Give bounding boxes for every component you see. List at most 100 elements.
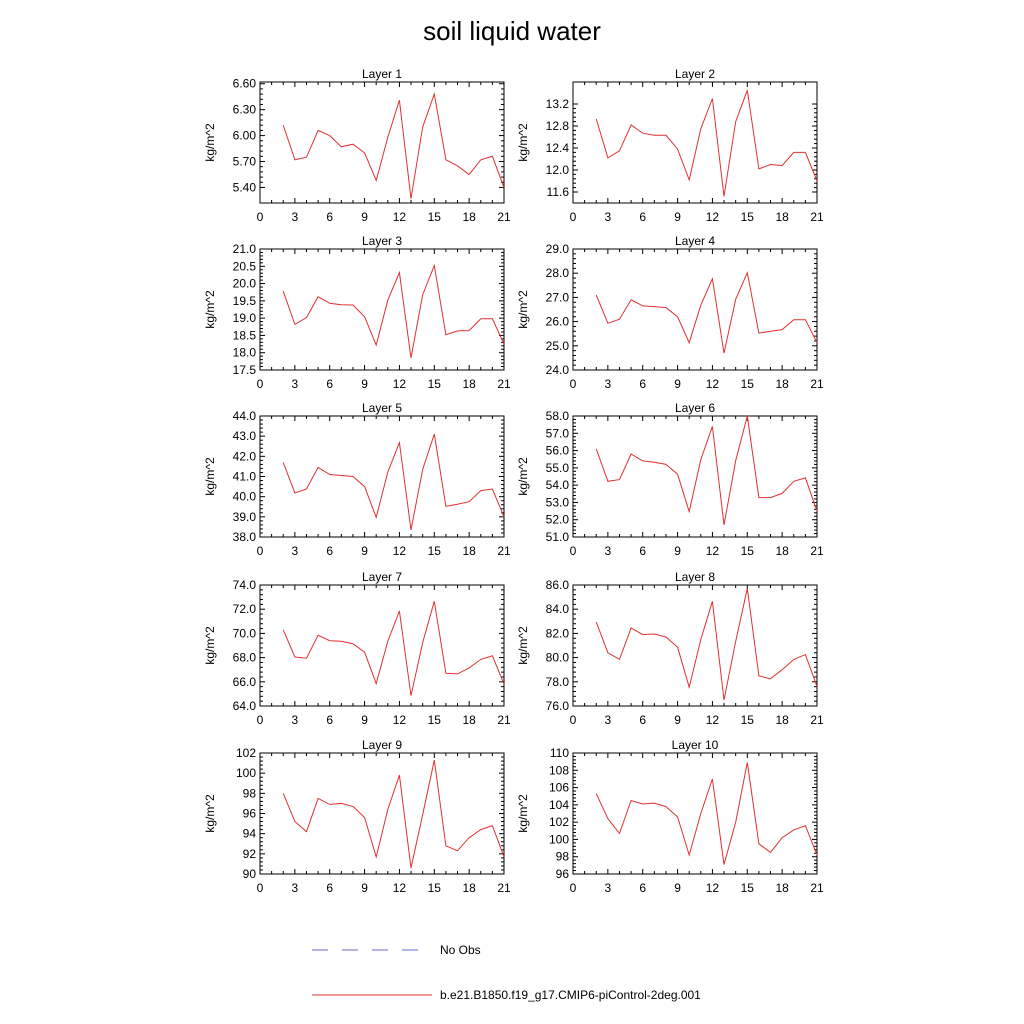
x-tick-label: 18 <box>775 210 789 224</box>
chart-panel-1: Layer 1 0 3 6 9 12 15 18 21 5.40 5.70 6.00 6.30 6.60 k… <box>203 67 511 224</box>
x-tick-label: 3 <box>605 377 612 391</box>
legend-item-model: b.e21.B1850.f19_g17.CMIP6-piControl-2deg… <box>312 988 701 1002</box>
series-line <box>595 90 818 197</box>
y-tick-label: 12.8 <box>546 119 570 133</box>
plot-frame <box>259 584 505 707</box>
y-axis-label: kg/m^2 <box>516 123 530 162</box>
x-tick-label: 6 <box>326 713 333 727</box>
x-tick-label: 6 <box>326 544 333 558</box>
x-tick-label: 0 <box>257 713 264 727</box>
y-tick-label: 6.60 <box>233 77 257 91</box>
x-tick-label: 9 <box>674 881 681 895</box>
y-tick-label: 27.0 <box>546 290 570 304</box>
x-tick-label: 15 <box>741 210 755 224</box>
x-tick-label: 12 <box>706 881 720 895</box>
x-tick-label: 6 <box>326 881 333 895</box>
y-tick-label: 84.0 <box>546 602 570 616</box>
y-tick-label: 6.00 <box>233 129 257 143</box>
chart-panel-8: Layer 8 0 3 6 9 12 15 18 21 76.0 78.0 80.0 82.0 84.0 8… <box>516 570 824 727</box>
y-axis-label: kg/m^2 <box>516 290 530 329</box>
x-tick-label: 9 <box>361 713 368 727</box>
x-tick-label: 18 <box>775 377 789 391</box>
plot-frame <box>572 584 818 707</box>
x-tick-label: 15 <box>428 881 442 895</box>
x-tick-label: 18 <box>462 210 476 224</box>
y-axis-label: kg/m^2 <box>203 457 217 496</box>
x-tick-label: 12 <box>393 881 407 895</box>
y-tick-label: 58.0 <box>546 409 570 423</box>
series-line <box>595 588 818 701</box>
y-tick-label: 68.0 <box>233 651 257 665</box>
legend-item-no-obs: No Obs <box>312 943 481 957</box>
y-tick-label: 12.4 <box>546 141 570 155</box>
x-tick-label: 18 <box>775 544 789 558</box>
y-tick-label: 29.0 <box>546 242 570 256</box>
y-tick-label: 25.0 <box>546 339 570 353</box>
x-tick-label: 12 <box>706 544 720 558</box>
x-tick-label: 0 <box>257 881 264 895</box>
y-axis-label: kg/m^2 <box>516 794 530 833</box>
chart-panel-6: Layer 6 0 3 6 9 12 15 18 21 51.0 52.0 53.0 54.0 55.0 5… <box>516 401 824 558</box>
x-tick-label: 3 <box>605 544 612 558</box>
panel-title: Layer 2 <box>675 67 715 81</box>
x-tick-label: 18 <box>775 713 789 727</box>
legend: No Obs b.e21.B1850.f19_g17.CMIP6-piContr… <box>312 943 701 1002</box>
x-tick-label: 9 <box>674 377 681 391</box>
y-tick-label: 5.70 <box>233 155 257 169</box>
chart-panel-9: Layer 9 0 3 6 9 12 15 18 21 90 92 94 96 98 100 102 kg/m^… <box>203 738 511 895</box>
y-tick-label: 70.0 <box>233 626 257 640</box>
y-tick-label: 43.0 <box>233 429 257 443</box>
x-tick-label: 21 <box>497 210 511 224</box>
x-tick-label: 21 <box>810 713 824 727</box>
chart-panel-4: Layer 4 0 3 6 9 12 15 18 21 24.0 25.0 26.0 27.0 28.0 2… <box>516 234 824 391</box>
y-tick-label: 86.0 <box>546 578 570 592</box>
chart-panel-5: Layer 5 0 3 6 9 12 15 18 21 38.0 39.0 40.0 41.0 42.0 4… <box>203 401 511 558</box>
x-tick-label: 21 <box>497 881 511 895</box>
y-tick-label: 18.0 <box>233 346 257 360</box>
x-tick-label: 9 <box>361 544 368 558</box>
y-axis-label: kg/m^2 <box>203 794 217 833</box>
x-tick-label: 21 <box>497 544 511 558</box>
y-axis-label: kg/m^2 <box>516 457 530 496</box>
x-tick-label: 18 <box>775 881 789 895</box>
y-tick-label: 6.30 <box>233 103 257 117</box>
panel-title: Layer 1 <box>362 67 402 81</box>
y-tick-label: 19.0 <box>233 311 257 325</box>
x-tick-label: 15 <box>741 881 755 895</box>
x-tick-label: 3 <box>292 544 299 558</box>
x-tick-label: 12 <box>393 377 407 391</box>
x-tick-label: 3 <box>605 713 612 727</box>
y-tick-label: 20.0 <box>233 277 257 291</box>
y-tick-label: 39.0 <box>233 510 257 524</box>
x-tick-label: 21 <box>810 377 824 391</box>
y-tick-label: 104 <box>549 798 569 812</box>
series-line <box>282 263 505 358</box>
x-tick-label: 9 <box>361 881 368 895</box>
x-tick-label: 3 <box>292 377 299 391</box>
x-tick-label: 9 <box>361 377 368 391</box>
series-line <box>595 762 818 865</box>
x-tick-label: 0 <box>257 210 264 224</box>
legend-label-no-obs: No Obs <box>440 943 481 957</box>
x-tick-label: 0 <box>570 544 577 558</box>
x-tick-label: 3 <box>292 210 299 224</box>
panel-title: Layer 3 <box>362 234 402 248</box>
y-tick-label: 42.0 <box>233 449 257 463</box>
y-tick-label: 20.5 <box>233 259 257 273</box>
x-tick-label: 6 <box>326 210 333 224</box>
series-line <box>282 759 505 869</box>
y-axis-label: kg/m^2 <box>203 123 217 162</box>
y-tick-label: 44.0 <box>233 409 257 423</box>
y-tick-label: 41.0 <box>233 470 257 484</box>
y-tick-label: 51.0 <box>546 530 570 544</box>
panel-title: Layer 9 <box>362 738 402 752</box>
y-tick-label: 40.0 <box>233 490 257 504</box>
panel-title: Layer 7 <box>362 570 402 584</box>
x-tick-label: 12 <box>393 544 407 558</box>
y-tick-label: 72.0 <box>233 602 257 616</box>
x-tick-label: 6 <box>639 210 646 224</box>
y-tick-label: 92 <box>243 847 257 861</box>
x-tick-label: 3 <box>292 713 299 727</box>
x-tick-label: 6 <box>639 881 646 895</box>
y-tick-label: 74.0 <box>233 578 257 592</box>
